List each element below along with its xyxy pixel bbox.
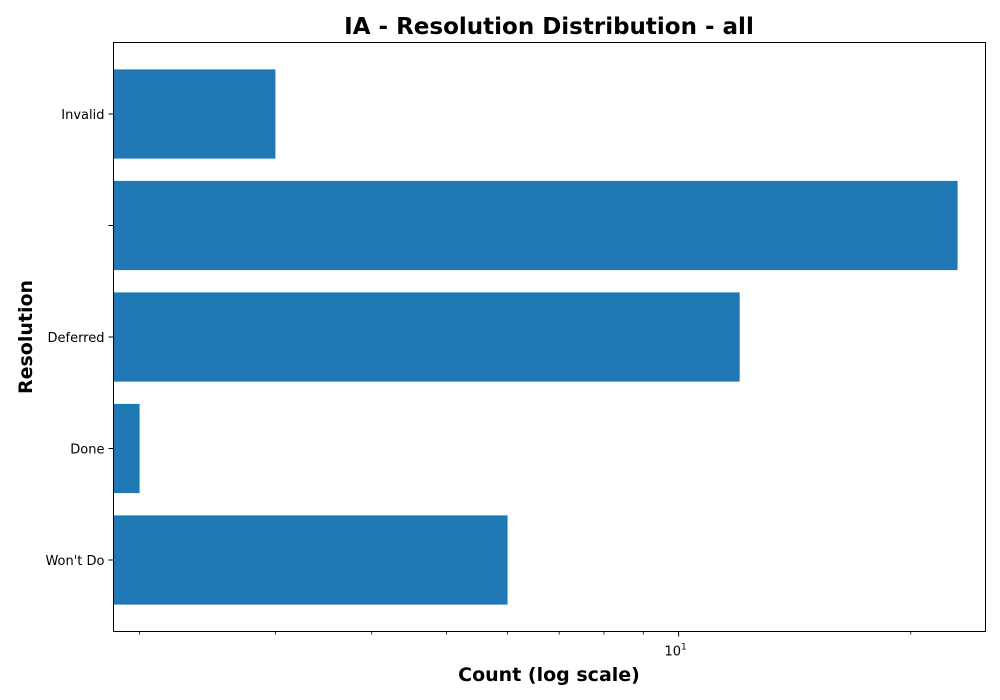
chart-title: IA - Resolution Distribution - all [344,14,754,40]
y-axis-ticks: Invalid Deferred Done Won't Do [45,108,114,569]
bars-group [113,69,958,605]
y-axis-label: Resolution [15,280,37,394]
bar-won-t-do [113,515,508,605]
plot-frame [113,42,986,632]
bar-invalid [113,69,276,159]
y-tick-label: Invalid [61,108,104,123]
bar-done [113,403,140,494]
y-tick-label: Won't Do [45,554,104,569]
x-axis-label: Count (log scale) [458,664,640,686]
y-tick-label: Done [70,443,104,458]
y-tick-label: Deferred [47,331,104,346]
bar-blank [113,180,958,271]
x-tick-label: 101 [664,643,686,660]
bar-deferred [113,292,740,382]
